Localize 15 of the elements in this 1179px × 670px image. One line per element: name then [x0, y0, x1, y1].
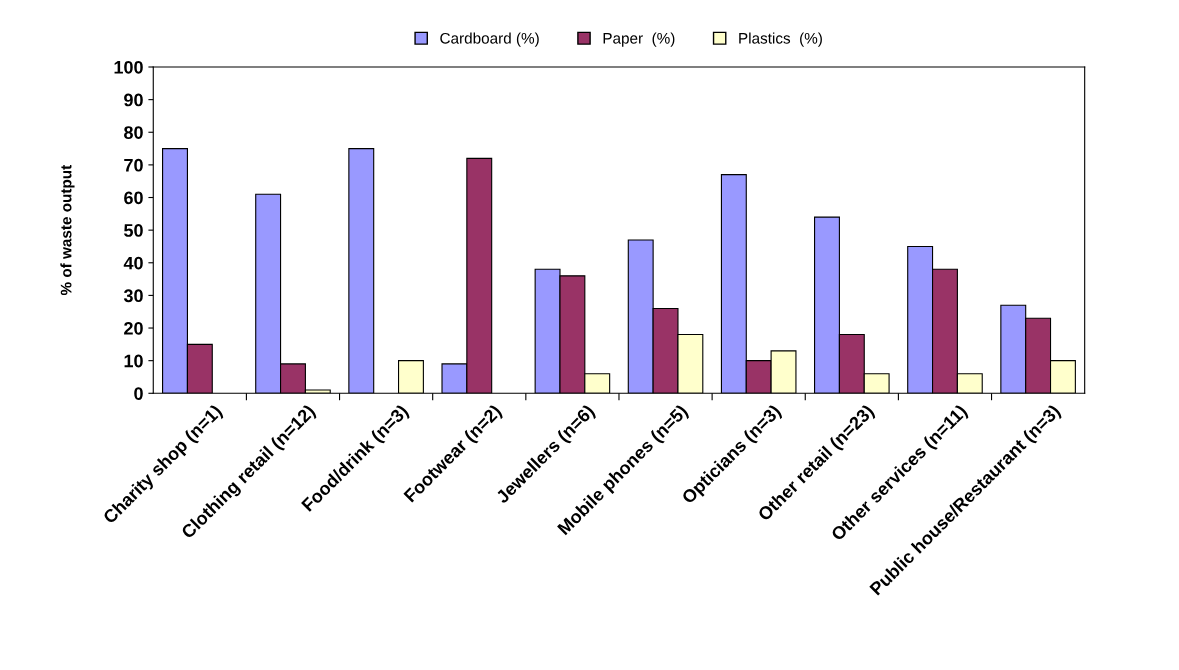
y-tick-label: 100: [114, 60, 143, 74]
y-tick-label: 20: [124, 321, 143, 335]
y-tick-label: 0: [134, 387, 143, 401]
y-tick-label: 10: [124, 354, 143, 368]
legend-label: Cardboard (%): [440, 32, 539, 47]
y-tick-label: 70: [124, 158, 143, 172]
y-tick-label: 40: [123, 256, 143, 270]
y-tick-label: 60: [124, 191, 143, 205]
legend-label: Paper (%): [603, 32, 675, 47]
y-axis-title: % of waste output: [60, 164, 75, 296]
legend-label: Plastics (%): [739, 32, 822, 47]
y-tick-label: 30: [123, 289, 143, 303]
y-tick-label: 50: [124, 224, 143, 237]
y-tick-label: 90: [124, 93, 143, 107]
y-tick-label: 80: [124, 126, 143, 139]
